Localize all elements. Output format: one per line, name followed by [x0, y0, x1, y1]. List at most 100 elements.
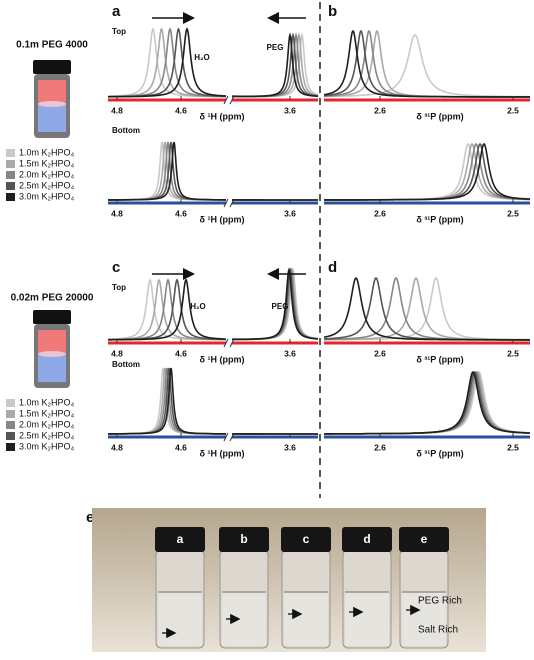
spectrum	[324, 277, 530, 341]
peak-annotation: H₂O	[190, 302, 206, 311]
vial-bottom-phase	[38, 354, 66, 382]
vial-top-phase	[38, 80, 66, 104]
spectrum	[108, 267, 318, 341]
tick-label: 4.8	[111, 208, 123, 218]
vial-interface	[38, 101, 66, 107]
spectrum	[323, 29, 530, 98]
legend-swatch	[6, 171, 15, 179]
legend-swatch	[6, 432, 15, 440]
spectrum	[324, 371, 530, 435]
spectrum	[108, 141, 318, 201]
legend-swatch	[6, 410, 15, 418]
axis-label: δ ¹H (ppm)	[200, 111, 245, 121]
panel-label: d	[328, 259, 337, 276]
panel-label: b	[328, 3, 337, 20]
vial-label: e	[421, 532, 428, 546]
axis-label: δ ³¹P (ppm)	[416, 448, 463, 458]
tick-label: 4.8	[111, 348, 123, 358]
axis-break-mark	[223, 198, 235, 208]
spectrum	[324, 277, 530, 341]
spectrum	[108, 367, 318, 435]
vial-cap	[33, 60, 71, 74]
spectrum	[108, 141, 318, 201]
axis-break	[226, 198, 232, 208]
legend-swatch	[6, 421, 15, 429]
tick-label: 2.5	[507, 348, 519, 358]
legend-label: 1.5m K₂HPO₄	[19, 408, 75, 418]
group-title: 0.1m PEG 4000	[16, 40, 88, 51]
axis-label: δ ³¹P (ppm)	[416, 214, 463, 224]
legend-swatch	[6, 182, 15, 190]
spectrum	[324, 371, 530, 435]
vial-liquid	[402, 592, 446, 646]
tick-label: 4.6	[175, 348, 187, 358]
tick-label: 3.6	[284, 105, 296, 115]
peak-annotation: PEG	[267, 43, 284, 52]
tick-label: 2.6	[374, 348, 386, 358]
legend-swatch	[6, 399, 15, 407]
axis-break	[226, 95, 232, 105]
axis-break	[226, 432, 232, 442]
vial-cap	[281, 527, 331, 552]
axis-break-mark	[223, 338, 235, 348]
vial-label: c	[303, 532, 310, 546]
axis-break-mark	[223, 95, 235, 105]
vial-cap	[155, 527, 205, 552]
tick-label: 4.6	[175, 105, 187, 115]
spectrum	[324, 277, 530, 341]
legend-label: 1.0m K₂HPO₄	[19, 397, 75, 407]
legend-label: 2.5m K₂HPO₄	[19, 430, 75, 440]
spectrum	[108, 141, 318, 201]
subpanel-label: Top	[112, 283, 126, 292]
subpanel-label: Bottom	[112, 360, 140, 369]
tick-label: 3.6	[284, 348, 296, 358]
spectrum	[324, 142, 531, 201]
group-title: 0.02m PEG 20000	[11, 293, 94, 304]
vial-top-phase	[38, 330, 66, 354]
panel-label: e	[86, 509, 94, 526]
spectrum	[108, 367, 318, 435]
tick-label: 2.6	[374, 442, 386, 452]
vial-bottom-phase	[38, 104, 66, 132]
legend-swatch	[6, 193, 15, 201]
tick-label: 4.6	[175, 208, 187, 218]
panel-label: a	[112, 3, 121, 20]
vial-cap	[219, 527, 269, 552]
legend-swatch	[6, 443, 15, 451]
spectrum	[324, 371, 531, 435]
spectrum	[108, 141, 318, 201]
legend-swatch	[6, 160, 15, 168]
axis-label: δ ¹H (ppm)	[200, 214, 245, 224]
legend-label: 3.0m K₂HPO₄	[19, 441, 75, 451]
tick-label: 2.5	[507, 208, 519, 218]
spectrum	[324, 371, 530, 435]
legend-label: 1.5m K₂HPO₄	[19, 158, 75, 168]
vial-label: d	[363, 532, 370, 546]
tick-label: 2.6	[374, 105, 386, 115]
peak-annotation: PEG	[272, 302, 289, 311]
legend-label: 1.0m K₂HPO₄	[19, 147, 75, 157]
subpanel-label: Bottom	[112, 126, 140, 135]
tick-label: 2.5	[507, 442, 519, 452]
legend-label: 2.0m K₂HPO₄	[19, 419, 75, 429]
tick-label: 4.6	[175, 442, 187, 452]
spectrum	[324, 277, 530, 341]
spectrum	[108, 367, 318, 435]
tick-label: 4.8	[111, 105, 123, 115]
legend-label: 3.0m K₂HPO₄	[19, 191, 75, 201]
phase-label: Salt Rich	[418, 625, 458, 636]
tick-label: 3.6	[284, 442, 296, 452]
vial-label: b	[240, 532, 247, 546]
spectrum	[324, 371, 530, 435]
axis-label: δ ¹H (ppm)	[200, 448, 245, 458]
tick-label: 3.6	[284, 208, 296, 218]
legend-label: 2.0m K₂HPO₄	[19, 169, 75, 179]
spectrum	[108, 141, 318, 201]
vial-cap	[33, 310, 71, 324]
axis-label: δ ³¹P (ppm)	[416, 111, 463, 121]
tick-label: 2.6	[374, 208, 386, 218]
panel-label: c	[112, 259, 120, 276]
vial-interface	[38, 351, 66, 357]
subpanel-label: Top	[112, 27, 126, 36]
